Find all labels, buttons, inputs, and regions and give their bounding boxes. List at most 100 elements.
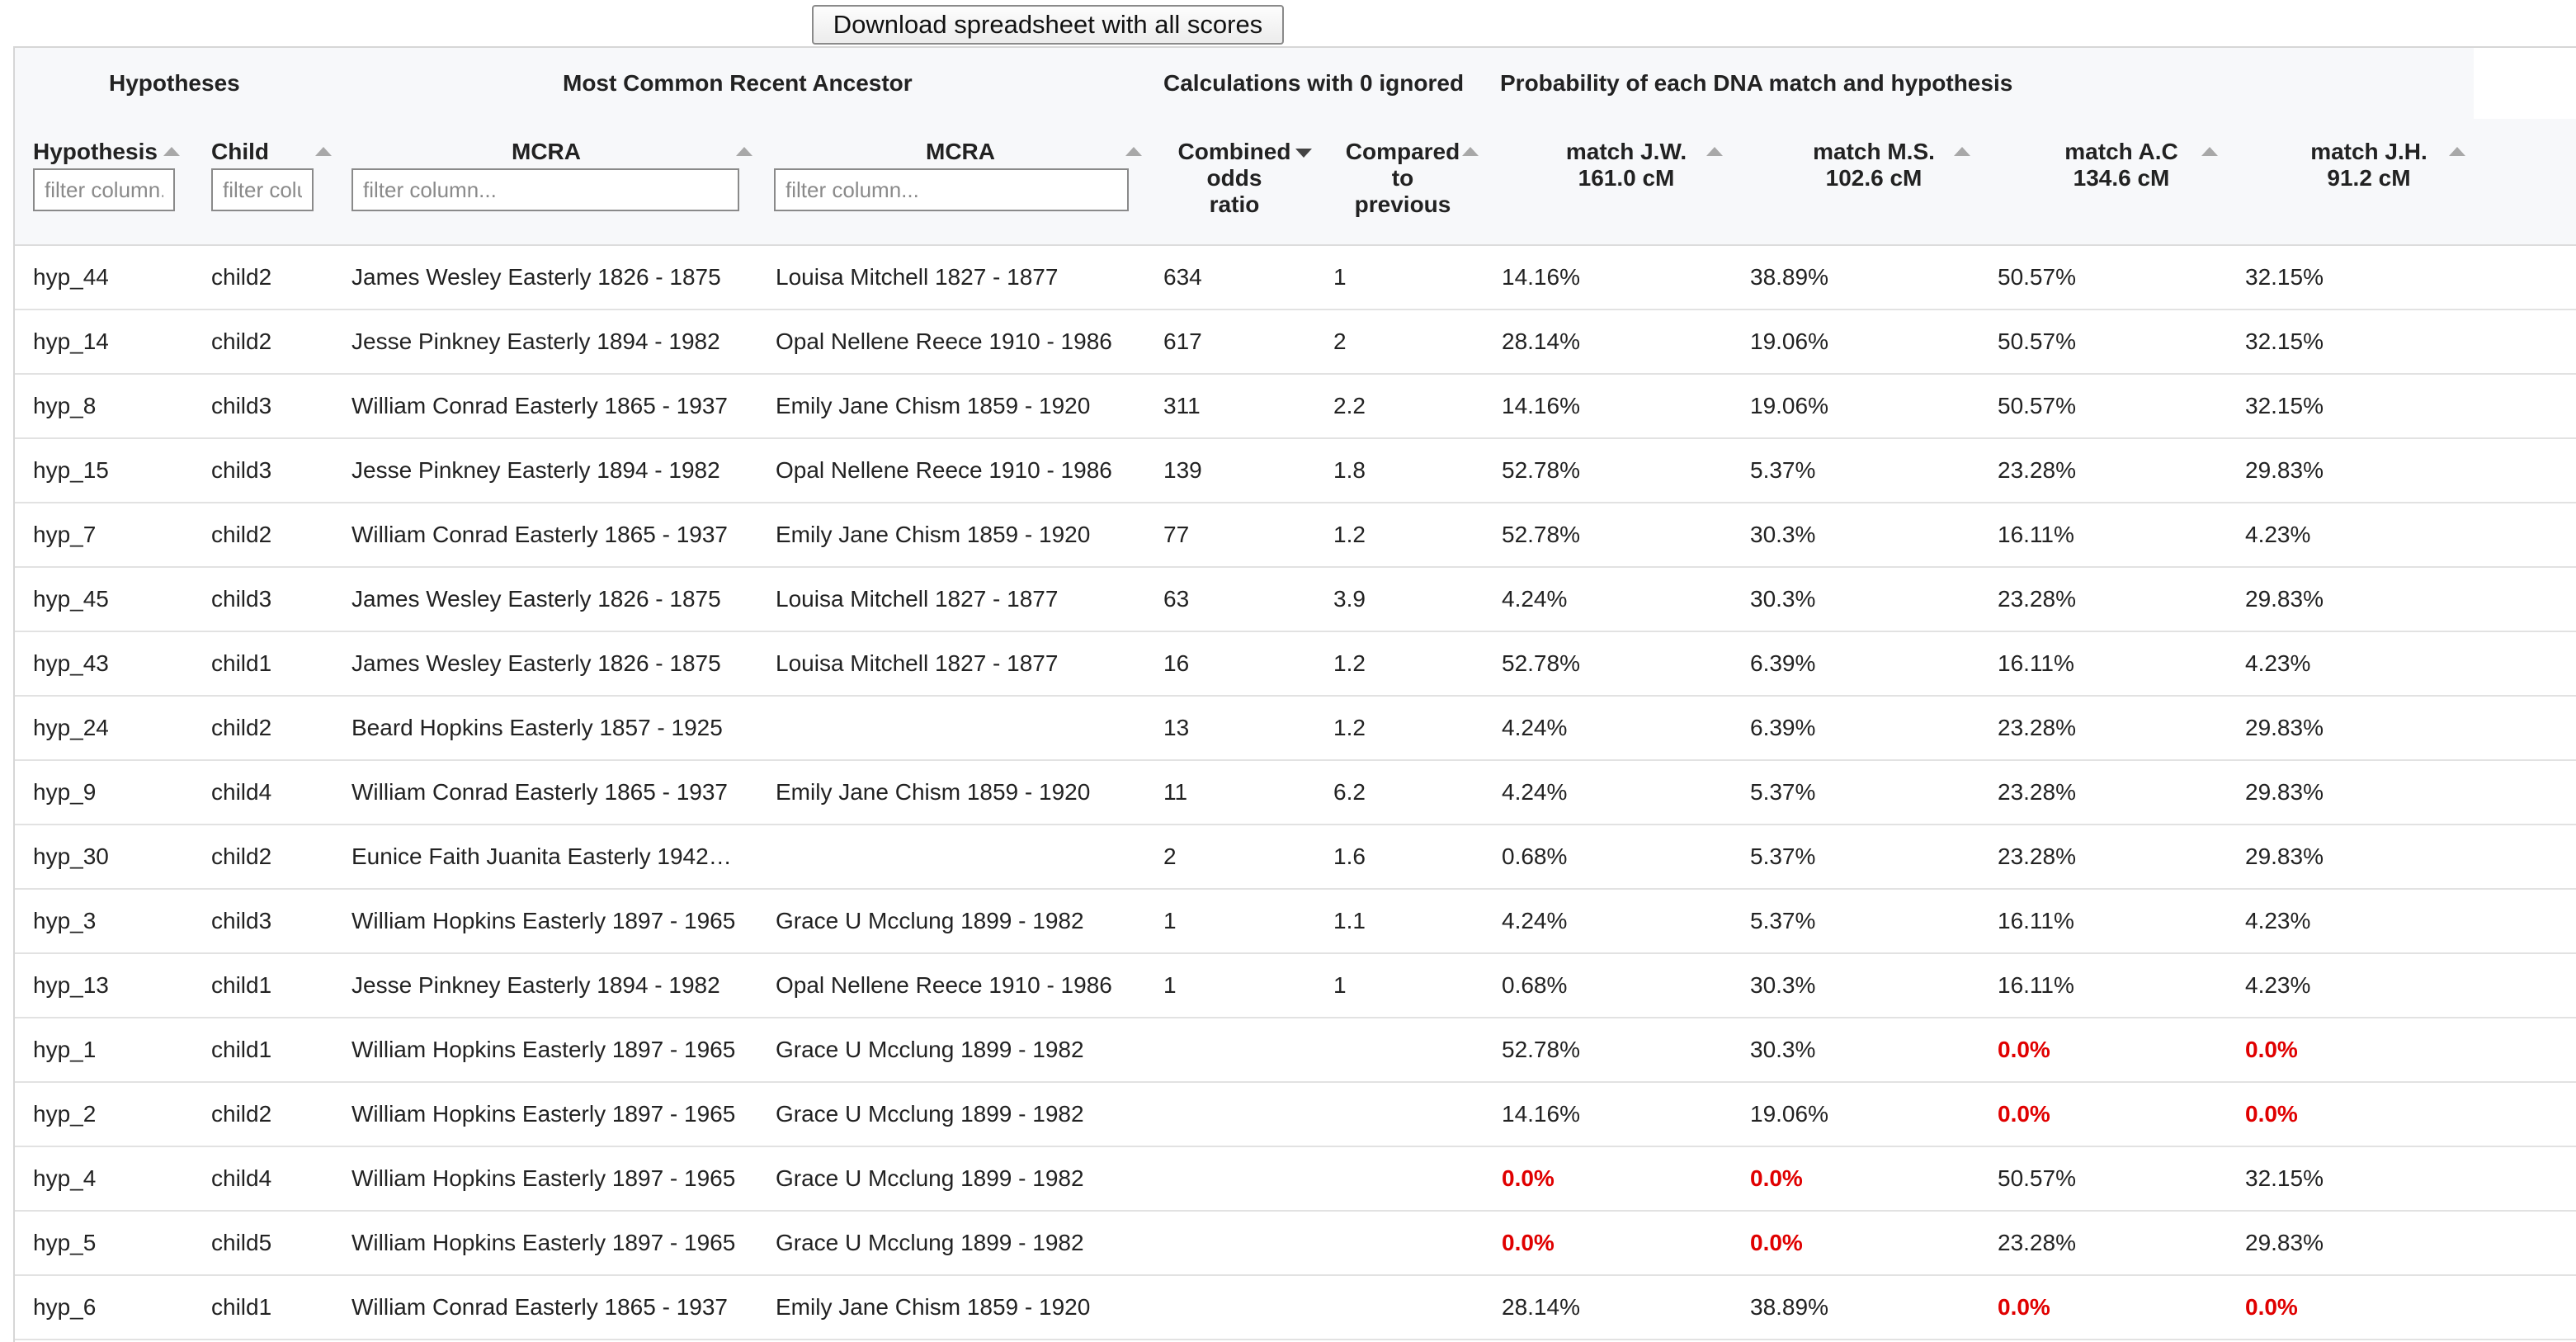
cell-match-ac: 23.28% (1998, 843, 2076, 869)
cell-match-jh: 4.23% (2245, 908, 2311, 933)
table-row[interactable]: hyp_44 child2 James Wesley Easterly 1826… (15, 246, 2576, 310)
header-match-ms[interactable]: match M.S. 102.6 cM (1746, 119, 1993, 244)
cell-mcra-2: Louisa Mitchell 1827 - 1877 (776, 650, 1059, 676)
table-row[interactable]: hyp_7 child2 William Conrad Easterly 186… (15, 503, 2576, 568)
cell-compared: 1.2 (1333, 650, 1366, 676)
cell-hypothesis: hyp_44 (33, 264, 109, 290)
sort-asc-icon[interactable] (736, 147, 753, 156)
group-hypotheses: Hypotheses (109, 70, 240, 96)
table-row[interactable]: hyp_45 child3 James Wesley Easterly 1826… (15, 568, 2576, 632)
sort-asc-icon[interactable] (1954, 147, 1970, 156)
table-row[interactable]: hyp_30 child2 Eunice Faith Juanita Easte… (15, 825, 2576, 890)
header-match-jh[interactable]: match J.H. 91.2 cM (2241, 119, 2489, 244)
table-row[interactable]: hyp_15 child3 Jesse Pinkney Easterly 189… (15, 439, 2576, 503)
header-mcra-1[interactable]: MCRA (340, 119, 762, 244)
cell-mcra-1: William Hopkins Easterly 1897 - 1965 (351, 1037, 736, 1062)
cell-match-jh: 4.23% (2245, 522, 2311, 547)
table-row[interactable]: hyp_5 child5 William Hopkins Easterly 18… (15, 1212, 2576, 1276)
cell-match-ac: 23.28% (1998, 715, 2076, 740)
cell-mcra-2: Opal Nellene Reece 1910 - 1986 (776, 972, 1112, 998)
cell-match-jh: 29.83% (2245, 715, 2324, 740)
table-body: hyp_44 child2 James Wesley Easterly 1826… (15, 246, 2576, 1340)
cell-hypothesis: hyp_8 (33, 393, 97, 418)
cell-match-ac: 23.28% (1998, 1230, 2076, 1255)
cell-match-jw: 14.16% (1502, 393, 1580, 418)
cell-match-jw: 4.24% (1502, 908, 1568, 933)
cell-mcra-1: William Conrad Easterly 1865 - 1937 (351, 1294, 728, 1320)
sort-asc-icon[interactable] (315, 147, 332, 156)
child-filter-input[interactable] (211, 168, 314, 211)
header-match-jw-label: match J.W. 161.0 cM (1565, 139, 1687, 191)
cell-child: child2 (211, 328, 272, 354)
cell-hypothesis: hyp_2 (33, 1101, 97, 1127)
sort-desc-icon[interactable] (1295, 149, 1312, 158)
header-combined-odds-ratio[interactable]: Combined odds ratio (1157, 119, 1325, 244)
cell-match-jh: 29.83% (2245, 843, 2324, 869)
cell-child: child5 (211, 1230, 272, 1255)
cell-combined (1163, 1212, 1320, 1274)
sort-asc-icon[interactable] (1706, 147, 1723, 156)
header-compared-to-previous[interactable]: Compared to previous (1325, 119, 1498, 244)
header-match-jw[interactable]: match J.W. 161.0 cM (1498, 119, 1746, 244)
cell-match-jw: 28.14% (1502, 328, 1580, 354)
cell-match-ms: 30.3% (1750, 586, 1816, 612)
sort-asc-icon[interactable] (1125, 147, 1142, 156)
cell-match-jh: 32.15% (2245, 1165, 2324, 1191)
table-row[interactable]: hyp_8 child3 William Conrad Easterly 186… (15, 375, 2576, 439)
cell-match-jh: 0.0% (2245, 1101, 2298, 1127)
cell-match-jw: 52.78% (1502, 457, 1580, 483)
group-ancestor: Most Common Recent Ancestor (563, 70, 913, 96)
group-calculations: Calculations with 0 ignored (1163, 70, 1465, 96)
cell-mcra-1: William Conrad Easterly 1865 - 1937 (351, 393, 728, 418)
cell-compared: 1.8 (1333, 457, 1366, 483)
table-row[interactable]: hyp_2 child2 William Hopkins Easterly 18… (15, 1083, 2576, 1147)
sort-asc-icon[interactable] (2449, 147, 2465, 156)
mcra-1-filter-input[interactable] (351, 168, 739, 211)
table-row[interactable]: hyp_43 child1 James Wesley Easterly 1826… (15, 632, 2576, 697)
header-child[interactable]: Child (193, 119, 340, 244)
cell-mcra-2: Opal Nellene Reece 1910 - 1986 (776, 328, 1112, 354)
table-row[interactable]: hyp_3 child3 William Hopkins Easterly 18… (15, 890, 2576, 954)
cell-match-ac: 50.57% (1998, 393, 2076, 418)
cell-hypothesis: hyp_3 (33, 908, 97, 933)
column-header-row: Hypothesis Child MCRA MCRA Combinedoddsr… (15, 119, 2576, 246)
cell-compared: 1.2 (1333, 715, 1366, 740)
cell-mcra-2 (776, 697, 1155, 759)
cell-match-ms: 5.37% (1750, 843, 1816, 869)
header-mcra-2[interactable]: MCRA (762, 119, 1157, 244)
cell-combined: 11 (1163, 779, 1188, 805)
sort-asc-icon[interactable] (163, 147, 180, 156)
cell-mcra-1: William Hopkins Easterly 1897 - 1965 (351, 908, 736, 933)
cell-compared: 1.1 (1333, 908, 1366, 933)
mcra-2-filter-input[interactable] (774, 168, 1129, 211)
header-match-ac[interactable]: match A.C 134.6 cM (1993, 119, 2241, 244)
table-row[interactable]: hyp_13 child1 Jesse Pinkney Easterly 189… (15, 954, 2576, 1018)
cell-mcra-1: James Wesley Easterly 1826 - 1875 (351, 586, 721, 612)
cell-match-jh: 29.83% (2245, 586, 2324, 612)
cell-match-ms: 5.37% (1750, 457, 1816, 483)
table-row[interactable]: hyp_6 child1 William Conrad Easterly 186… (15, 1276, 2576, 1340)
cell-mcra-2: Louisa Mitchell 1827 - 1877 (776, 586, 1059, 612)
cell-match-ms: 0.0% (1750, 1165, 1803, 1191)
sort-asc-icon[interactable] (1462, 147, 1479, 156)
table-row[interactable]: hyp_14 child2 Jesse Pinkney Easterly 189… (15, 310, 2576, 375)
download-spreadsheet-button[interactable]: Download spreadsheet with all scores (812, 5, 1284, 45)
cell-match-ac: 16.11% (1998, 650, 2074, 676)
cell-combined: 2 (1163, 843, 1177, 869)
cell-child: child2 (211, 522, 272, 547)
header-hypothesis[interactable]: Hypothesis (15, 119, 193, 244)
table-row[interactable]: hyp_9 child4 William Conrad Easterly 186… (15, 761, 2576, 825)
cell-mcra-1: Eunice Faith Juanita Easterly 1942… (351, 843, 732, 869)
hypothesis-filter-input[interactable] (33, 168, 175, 211)
cell-mcra-2: Emily Jane Chism 1859 - 1920 (776, 393, 1091, 418)
cell-combined (1163, 1083, 1320, 1146)
sort-asc-icon[interactable] (2201, 147, 2218, 156)
cell-mcra-2: Grace U Mcclung 1899 - 1982 (776, 908, 1084, 933)
cell-match-jh: 4.23% (2245, 972, 2311, 998)
table-row[interactable]: hyp_4 child4 William Hopkins Easterly 18… (15, 1147, 2576, 1212)
cell-match-ms: 38.89% (1750, 1294, 1828, 1320)
cell-match-jw: 14.16% (1502, 264, 1580, 290)
header-child-label: Child (211, 139, 269, 164)
table-row[interactable]: hyp_1 child1 William Hopkins Easterly 18… (15, 1018, 2576, 1083)
table-row[interactable]: hyp_24 child2 Beard Hopkins Easterly 185… (15, 697, 2576, 761)
